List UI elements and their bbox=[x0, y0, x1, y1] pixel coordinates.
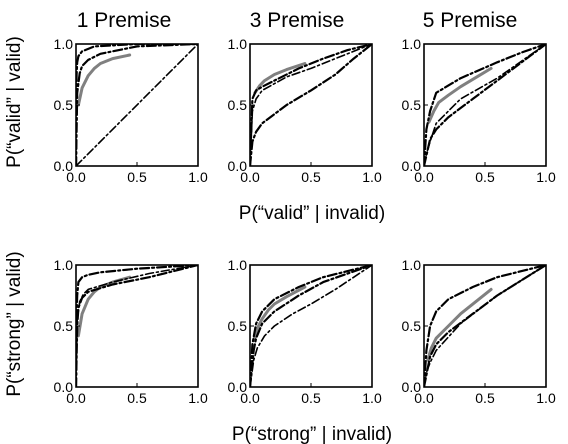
panel-top-3-premise: 0.0 0.5 1.0 0.0 0.5 1.0 bbox=[228, 36, 382, 185]
panels: 0.0 0.5 1.00.00.51.00.0 0.5 1.00.00.51.00.0 0… bbox=[54, 36, 556, 406]
series-data-line bbox=[252, 285, 307, 343]
x-tick-label: 0.5 bbox=[301, 169, 321, 185]
y-tick-label: 0.0 bbox=[228, 379, 248, 395]
series-model-a-line bbox=[250, 44, 372, 166]
bottom-row-xlabel: P(“strong” | invalid) bbox=[232, 424, 392, 444]
series-model-b-line bbox=[424, 265, 546, 387]
x-tick-label: 1.0 bbox=[188, 390, 208, 406]
y-tick-label: 1.0 bbox=[54, 257, 74, 273]
y-tick-label: 0.5 bbox=[228, 97, 248, 113]
series-model-b-line bbox=[250, 265, 372, 387]
series-model-c-line bbox=[250, 265, 372, 387]
col-title-3-premise: 3 Premise bbox=[250, 9, 345, 32]
x-tick-label: 0.5 bbox=[475, 390, 495, 406]
series-data-line bbox=[427, 66, 493, 124]
y-tick-label: 0.0 bbox=[402, 158, 422, 174]
series-model-b-line bbox=[76, 265, 198, 387]
y-tick-label: 0.0 bbox=[54, 158, 74, 174]
top-row-ylabel: P(“valid” | valid) bbox=[4, 36, 25, 168]
col-title-1-premise: 1 Premise bbox=[77, 9, 172, 32]
x-tick-label: 1.0 bbox=[536, 390, 556, 406]
series-model-a-line bbox=[76, 265, 198, 387]
x-tick-label: 0.5 bbox=[475, 169, 495, 185]
panel-frame bbox=[249, 264, 373, 388]
series-model-b-line bbox=[250, 44, 372, 166]
x-tick-label: 0.5 bbox=[301, 390, 321, 406]
y-tick-label: 0.0 bbox=[228, 158, 248, 174]
series-data-line bbox=[76, 53, 132, 107]
panel-frame bbox=[75, 264, 199, 388]
x-tick-label: 0.0 bbox=[414, 390, 434, 406]
x-tick-label: 1.0 bbox=[362, 390, 382, 406]
y-tick-label: 0.0 bbox=[54, 379, 74, 395]
series-model-a-line bbox=[424, 44, 546, 166]
panel-frame bbox=[249, 43, 373, 167]
x-tick-label: 0.5 bbox=[127, 390, 147, 406]
panel-bottom-1-premise: 0.0 0.5 1.0 0.0 0.5 1.0 bbox=[54, 257, 208, 406]
panel-bottom-3-premise: 0.0 0.5 1.0 0.0 0.5 1.0 bbox=[228, 257, 382, 406]
series-model-a-line bbox=[424, 265, 546, 387]
x-tick-label: 1.0 bbox=[362, 169, 382, 185]
y-tick-label: 1.0 bbox=[228, 36, 248, 52]
y-tick-label: 0.5 bbox=[228, 318, 248, 334]
x-tick-label: 0.0 bbox=[66, 169, 86, 185]
x-tick-label: 1.0 bbox=[536, 169, 556, 185]
x-tick-label: 0.5 bbox=[127, 169, 147, 185]
panel-frame bbox=[423, 43, 547, 167]
y-tick-label: 0.5 bbox=[402, 318, 422, 334]
bottom-row-ylabel: P(“strong” | valid) bbox=[4, 251, 25, 396]
x-tick-label: 0.0 bbox=[240, 169, 260, 185]
x-tick-label: 1.0 bbox=[188, 169, 208, 185]
y-tick-label: 1.0 bbox=[228, 257, 248, 273]
y-tick-label: 1.0 bbox=[54, 36, 74, 52]
y-tick-label: 1.0 bbox=[402, 257, 422, 273]
series-model-b-line bbox=[76, 44, 198, 166]
series-model-a-line bbox=[250, 265, 372, 387]
panel-top-1-premise: 0.0 0.5 1.0 0.0 0.5 1.0 bbox=[54, 36, 208, 185]
series-model-c-line bbox=[250, 44, 372, 166]
series-model-c-line bbox=[424, 265, 546, 387]
series-data-line bbox=[76, 275, 132, 338]
y-tick-label: 0.5 bbox=[54, 318, 74, 334]
x-tick-label: 0.0 bbox=[414, 169, 434, 185]
panel-bottom-5-premise: 0.0 0.5 1.0 0.0 0.5 1.0 bbox=[402, 257, 556, 406]
y-tick-label: 1.0 bbox=[402, 36, 422, 52]
col-title-5-premise: 5 Premise bbox=[423, 9, 518, 32]
panel-top-5-premise: 0.0 0.5 1.0 0.0 0.5 1.0 bbox=[402, 36, 556, 185]
y-tick-label: 0.0 bbox=[402, 379, 422, 395]
top-row-xlabel: P(“valid” | invalid) bbox=[239, 203, 385, 224]
series-model-b-line bbox=[424, 44, 546, 166]
series-model-c-line bbox=[76, 265, 198, 387]
y-tick-label: 0.5 bbox=[402, 97, 422, 113]
x-tick-label: 0.0 bbox=[66, 390, 86, 406]
series-data-line bbox=[426, 287, 493, 362]
series-model-c-line bbox=[424, 44, 546, 166]
series-data-line bbox=[253, 62, 307, 95]
x-tick-label: 0.0 bbox=[240, 390, 260, 406]
series-model-c-line bbox=[76, 44, 198, 166]
panel-frame bbox=[423, 264, 547, 388]
y-tick-label: 0.5 bbox=[54, 97, 74, 113]
